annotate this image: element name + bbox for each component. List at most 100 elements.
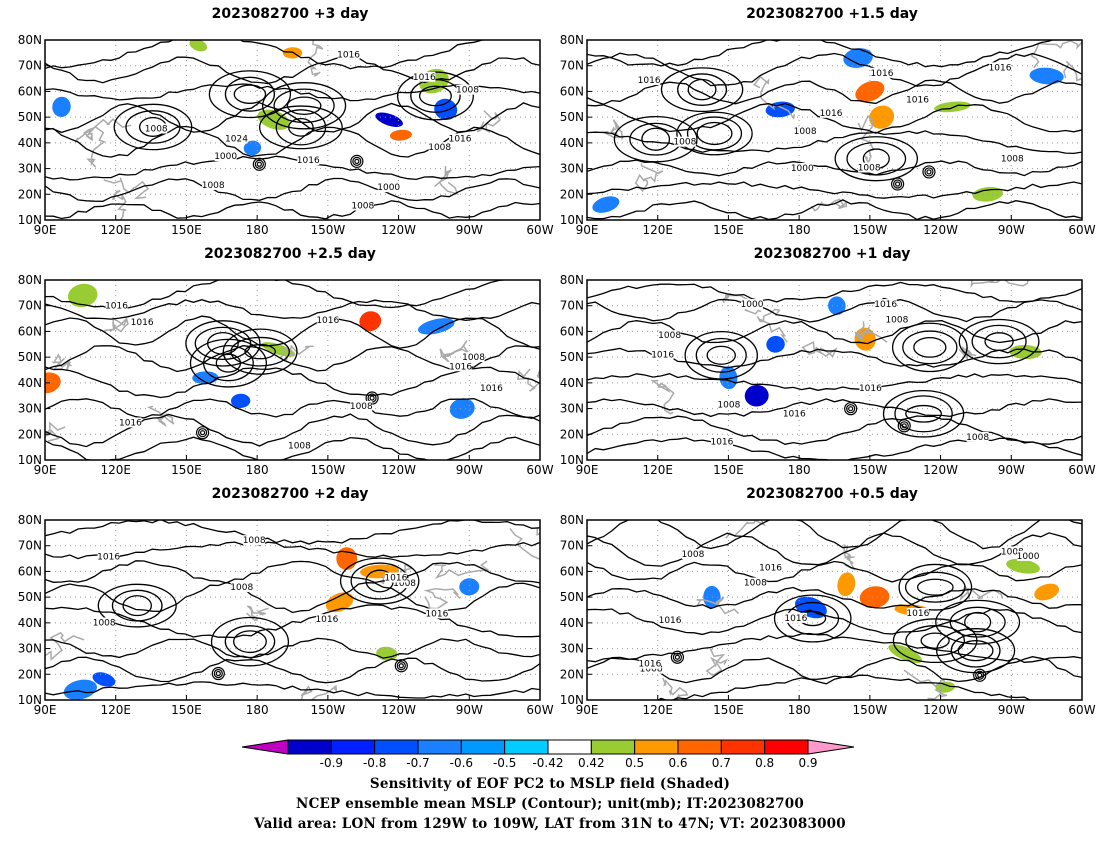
contour-label: 1008 [428, 143, 451, 153]
isobar-contour [587, 52, 1082, 87]
pressure-center-contour [676, 111, 753, 156]
lon-tick-label: 150E [171, 703, 202, 717]
sensitivity-shade [592, 196, 620, 213]
contour-label: 1016 [784, 614, 807, 624]
pressure-center-contour [418, 85, 452, 107]
pressure-center-contour [773, 594, 852, 643]
lon-tick-label: 120W [381, 463, 416, 477]
pressure-center-contour [233, 84, 267, 104]
pressure-center-contour [916, 578, 954, 596]
colorbar-swatch [417, 739, 462, 755]
contour-label: 1016 [651, 350, 674, 360]
sensitivity-shade [336, 547, 358, 570]
contour-label: 1000 [741, 300, 764, 310]
contour-label: 1008 [93, 619, 116, 629]
isobar-contour [587, 130, 1082, 155]
isobar-contour [45, 541, 540, 560]
isobar-contour [587, 40, 1070, 68]
contour-label: 1016 [131, 318, 154, 328]
lon-tick-label: 120E [642, 223, 673, 237]
lon-tick-label: 90E [34, 223, 57, 237]
lat-tick-label: 30N [560, 402, 584, 416]
lon-tick-label: 180 [788, 463, 811, 477]
lon-tick-label: 120W [381, 223, 416, 237]
map-frame [586, 519, 1083, 701]
lon-tick-label: 150E [713, 463, 744, 477]
pressure-center-contour [891, 322, 968, 373]
isobar-contour [45, 366, 540, 399]
pressure-center-contour [641, 127, 671, 151]
contour-label: 1008 [858, 164, 881, 174]
map-frame [44, 279, 541, 461]
pressure-center-contour [984, 332, 1014, 351]
lat-tick-label: 50N [18, 590, 42, 604]
pressure-center-contour [613, 115, 698, 163]
pressure-center-contour [920, 632, 950, 649]
colorbar-swatch [330, 739, 376, 755]
sensitivity-shade [854, 327, 876, 351]
sensitivity-shade [325, 592, 354, 613]
coastline [705, 648, 729, 676]
isobar-contour [45, 604, 540, 639]
isobar-contour [587, 586, 1082, 610]
pressure-center-contour [224, 625, 276, 659]
contour-label: 1016 [384, 574, 407, 584]
lat-tick-label: 40N [18, 616, 42, 630]
pressure-center-contour [964, 611, 992, 633]
lon-tick-label: 60W [1068, 223, 1095, 237]
lat-tick-label: 60N [18, 564, 42, 578]
coastline [111, 189, 127, 220]
isobar-contour [656, 674, 1032, 700]
contour-label: 1016 [906, 609, 929, 619]
map-frame [586, 279, 1083, 461]
pressure-center-contour [950, 633, 1001, 668]
contour-label: 1008 [658, 331, 681, 341]
pressure-center-contour [935, 599, 1021, 645]
map-frame [44, 519, 541, 701]
coastline [509, 527, 540, 561]
lat-tick-label: 80N [560, 33, 584, 47]
contour-label: 1008 [966, 433, 989, 443]
pressure-center-contour [286, 96, 322, 116]
lon-tick-label: 60W [526, 223, 553, 237]
coastline [423, 587, 461, 610]
contour-label: 1000 [214, 152, 237, 162]
lat-tick-label: 60N [560, 564, 584, 578]
lon-tick-label: 120E [100, 223, 131, 237]
pressure-center-contour [684, 330, 758, 380]
isobar-contour [587, 281, 1082, 303]
lat-tick-label: 30N [18, 642, 42, 656]
contour-label: 1008 [1001, 547, 1024, 557]
sensitivity-shade [192, 371, 219, 385]
colorbar-tick-label: 0.9 [798, 756, 818, 770]
contour-label: 1008 [462, 353, 485, 363]
lon-tick-label: 90E [576, 703, 599, 717]
lon-tick-label: 90W [998, 703, 1025, 717]
contour-label: 1016 [425, 609, 448, 619]
lat-tick-label: 10N [560, 213, 584, 227]
coastline [103, 177, 150, 200]
isobar-contour [45, 656, 540, 684]
pressure-center-contour [905, 404, 942, 423]
isobar-contour [587, 199, 1082, 220]
lat-tick-label: 60N [560, 84, 584, 98]
contour-label: 1016 [638, 76, 661, 86]
lat-tick-label: 60N [18, 324, 42, 338]
isobar-contour [45, 177, 540, 202]
lat-tick-label: 80N [18, 513, 42, 527]
contour-label: 1016 [480, 384, 503, 394]
pressure-center-contour [244, 343, 276, 360]
isobar-contour [587, 373, 1082, 391]
lon-tick-label: 150E [171, 223, 202, 237]
lat-tick-label: 10N [18, 693, 42, 707]
sensitivity-shade [934, 101, 971, 113]
isobar-contour [587, 297, 1082, 323]
lon-tick-label: 90W [998, 463, 1025, 477]
colorbar-swatch [677, 739, 722, 755]
lat-tick-label: 40N [560, 376, 584, 390]
colorbar [241, 739, 855, 755]
contour-label: 1016 [105, 302, 128, 312]
colorbar-swatch [590, 739, 636, 755]
